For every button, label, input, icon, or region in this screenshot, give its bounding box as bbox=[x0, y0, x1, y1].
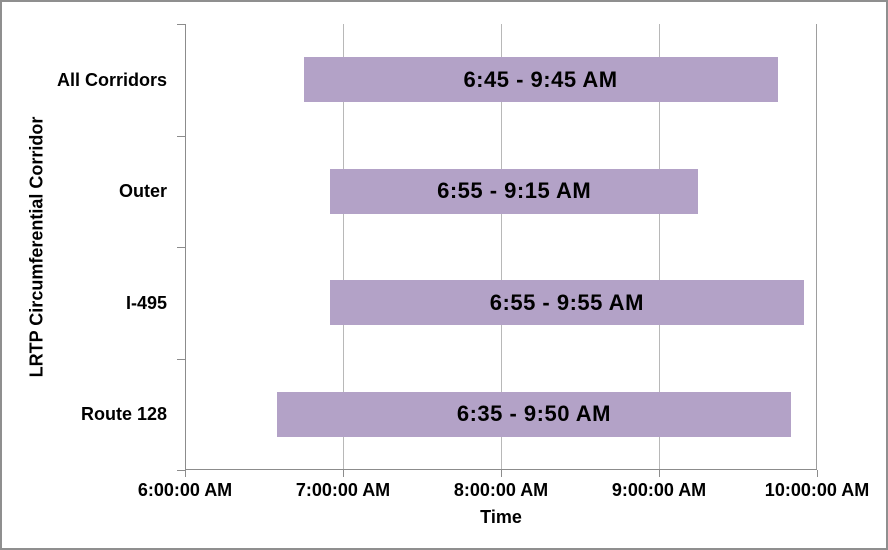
bar-outer: 6:55 - 9:15 AM bbox=[329, 168, 699, 214]
y-axis-tick bbox=[177, 247, 185, 248]
major-gridline bbox=[501, 24, 502, 470]
bar-i-495: 6:55 - 9:55 AM bbox=[329, 280, 804, 326]
major-gridline bbox=[659, 24, 660, 470]
x-tick-label-7-00-00-am: 7:00:00 AM bbox=[295, 480, 391, 500]
x-axis-tick bbox=[501, 470, 502, 477]
y-axis-tick bbox=[177, 359, 185, 360]
bar-label-outer: 6:55 - 9:15 AM bbox=[437, 178, 592, 204]
bar-route-128: 6:35 - 9:50 AM bbox=[277, 391, 791, 437]
plot-area: 6:45 - 9:45 AM 6:55 - 9:15 AM 6:55 - 9:55 … bbox=[177, 24, 818, 477]
x-axis-tick bbox=[185, 470, 186, 477]
y-axis-tick bbox=[177, 24, 185, 25]
x-axis-tick bbox=[817, 470, 818, 477]
bar-label-route-128: 6:35 - 9:50 AM bbox=[456, 401, 611, 427]
category-label-outer: Outer bbox=[118, 181, 167, 202]
plot-right-border bbox=[816, 24, 817, 470]
x-tick-label-6-00-00-am: 6:00:00 AM bbox=[137, 480, 233, 500]
x-tick-label-10-00-00-am: 10:00:00 AM bbox=[764, 480, 870, 500]
major-gridline bbox=[343, 24, 344, 470]
y-axis-tick bbox=[177, 470, 185, 471]
category-label-all-corridors: All Corridors bbox=[56, 69, 167, 90]
category-label-i-495: I-495 bbox=[125, 292, 167, 313]
category-label-route-128: Route 128 bbox=[80, 404, 167, 425]
x-axis-title: Time bbox=[480, 507, 522, 527]
x-axis-tick bbox=[343, 470, 344, 477]
y-axis-line bbox=[185, 24, 186, 470]
x-axis-line bbox=[185, 469, 817, 470]
y-axis-tick bbox=[177, 136, 185, 137]
x-tick-label-8-00-00-am: 8:00:00 AM bbox=[453, 480, 549, 500]
bar-label-i-495: 6:55 - 9:55 AM bbox=[489, 289, 644, 315]
bar-label-all-corridors: 6:45 - 9:45 AM bbox=[463, 66, 618, 92]
x-tick-label-9-00-00-am: 9:00:00 AM bbox=[611, 480, 707, 500]
bar-all-corridors: 6:45 - 9:45 AM bbox=[303, 57, 778, 103]
x-axis-tick-labels: 6:00:00 AM 7:00:00 AM 8:00:00 AM 9:00:00 AM… bbox=[2, 479, 886, 503]
x-axis-tick bbox=[659, 470, 660, 477]
category-axis-labels: All Corridors Outer I-495 Route 128 bbox=[2, 24, 167, 470]
